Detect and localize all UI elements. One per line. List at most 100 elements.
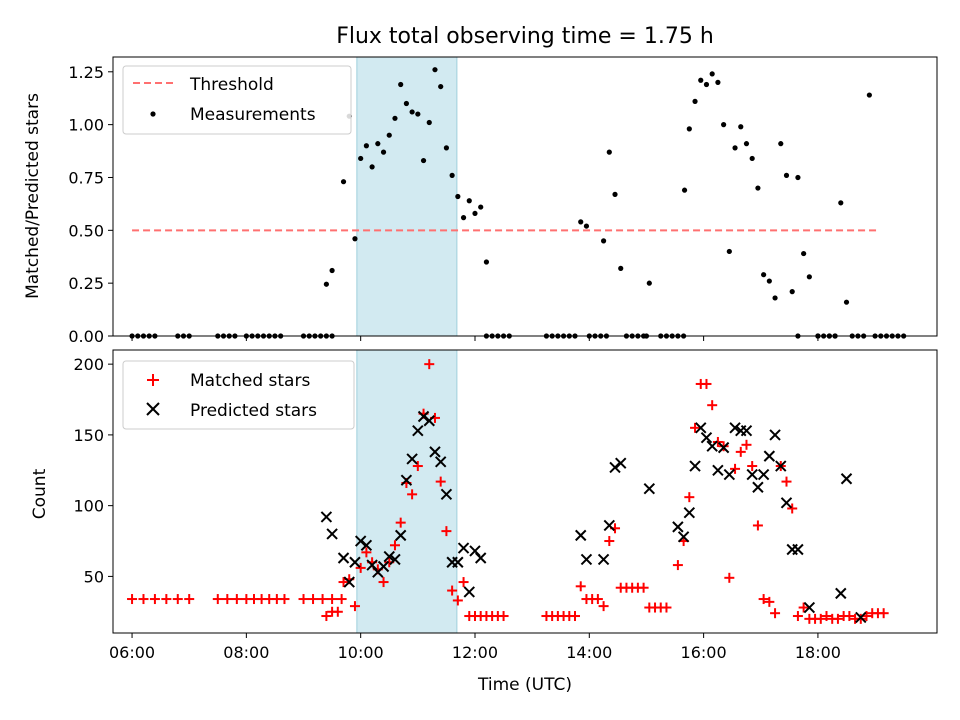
measurement-point [795, 174, 801, 181]
bottom-panel: 50 100 150 200 06:00 08:00 10:00 12:00 14:00 16:… [30, 349, 938, 695]
matched-star-point [412, 461, 423, 472]
measurement-point [806, 274, 812, 280]
predicted-star-point [729, 422, 741, 434]
matched-star-point [672, 560, 683, 571]
measurement-point [715, 79, 721, 85]
matched-star-point [592, 594, 603, 605]
y-tick-label: 150 [73, 426, 104, 445]
x-tick-label: 06:00 [109, 643, 155, 662]
predicted-star-point [855, 611, 867, 624]
measurement-point [460, 215, 467, 221]
predicted-star-point [343, 576, 355, 588]
matched-star-point [718, 441, 729, 452]
matched-star-point [741, 439, 752, 450]
bottom-plot-frame [112, 349, 938, 634]
y-tick-label: 0.25 [68, 274, 104, 293]
predicted-star-point [434, 456, 447, 468]
predicted-star-point [677, 531, 690, 543]
predicted-star-point [706, 440, 718, 452]
predicted-star-point [389, 553, 401, 566]
measurement-point [838, 200, 844, 206]
predicted-star-point [320, 511, 333, 523]
predicted-star-point [429, 446, 441, 458]
matched-star-point [855, 613, 866, 624]
bottom-legend-box [122, 360, 355, 430]
predicted-star-point [763, 450, 776, 462]
predicted-star-point [406, 453, 418, 465]
matched-star-point [638, 582, 649, 593]
measurement-point [709, 71, 715, 77]
matched-star-point [458, 577, 469, 588]
predicted-stars-points [320, 410, 867, 624]
predicted-star-point [695, 422, 707, 434]
predicted-star-point [360, 539, 373, 551]
measurement-point [375, 141, 381, 147]
measurement-point [703, 81, 710, 88]
matched-star-point [321, 611, 332, 622]
matched-star-point [308, 594, 319, 605]
matched-star-point [441, 526, 452, 537]
matched-star-point [395, 517, 406, 528]
matched-star-point [821, 611, 832, 622]
x-tick-label: 10:00 [338, 643, 384, 662]
predicted-star-point [349, 556, 361, 568]
matched-star-point [815, 613, 826, 624]
legend-predicted-label: Predicted stars [190, 401, 317, 421]
x-tick-label: 12:00 [452, 643, 498, 662]
predicted-star-point [683, 507, 696, 519]
measurement-point [686, 126, 692, 132]
matched-star-point [752, 520, 763, 531]
measurement-point [698, 77, 704, 83]
predicted-star-point [780, 497, 793, 509]
measurement-point [766, 278, 772, 284]
matched-star-point [336, 594, 347, 605]
predicted-star-point [597, 553, 610, 566]
top-legend: Threshold Measurements [122, 65, 352, 135]
top-legend-box [122, 65, 352, 135]
predicted-star-point [723, 468, 736, 481]
matched-star-point [349, 601, 360, 612]
measurement-point [583, 223, 590, 229]
measurement-point [483, 259, 490, 265]
measurement-point [578, 219, 584, 225]
legend-measurements-label: Measurements [190, 105, 316, 125]
measurement-point [761, 272, 767, 278]
measurement-point [369, 164, 375, 170]
predicted-star-point [803, 601, 816, 614]
predicted-star-point [354, 535, 367, 547]
matched-star-point [161, 594, 172, 605]
matched-star-point [770, 608, 781, 619]
measurement-point [466, 198, 472, 204]
highlight-rect [356, 56, 458, 337]
measurement-point [732, 145, 738, 151]
measurement-point [789, 289, 795, 295]
matched-star-point [279, 594, 290, 605]
matched-star-point [781, 476, 792, 487]
measurement-point [618, 265, 624, 271]
highlight-rect [356, 349, 458, 634]
top-panel: 0.00 0.25 0.50 0.75 1.00 1.25 Matched/Predict… [23, 56, 938, 346]
predicted-star-point [452, 556, 464, 568]
measurement-point [323, 281, 329, 287]
predicted-star-point [383, 550, 395, 563]
matched-star-point [798, 602, 809, 613]
predicted-star-point [377, 560, 390, 573]
predicted-star-point [775, 460, 787, 472]
measurement-point [340, 179, 347, 185]
measurement-point [692, 98, 698, 104]
measurement-point [386, 132, 392, 138]
measurement-point [866, 92, 872, 98]
matched-star-point [424, 359, 435, 370]
y-tick-label: 0.75 [68, 168, 104, 187]
predicted-star-point [792, 543, 804, 556]
predicted-star-point [337, 552, 350, 564]
measurement-point [363, 143, 369, 149]
bottom-legend: Matched stars Predicted stars [122, 360, 355, 430]
legend-threshold-label: Threshold [189, 75, 274, 95]
measurement-point [772, 295, 778, 301]
measurement-point [398, 81, 404, 88]
predicted-star-point [603, 519, 616, 532]
measurement-point [681, 187, 688, 193]
predicted-star-point [463, 586, 475, 598]
x-axis-label: Time (UTC) [477, 675, 572, 695]
